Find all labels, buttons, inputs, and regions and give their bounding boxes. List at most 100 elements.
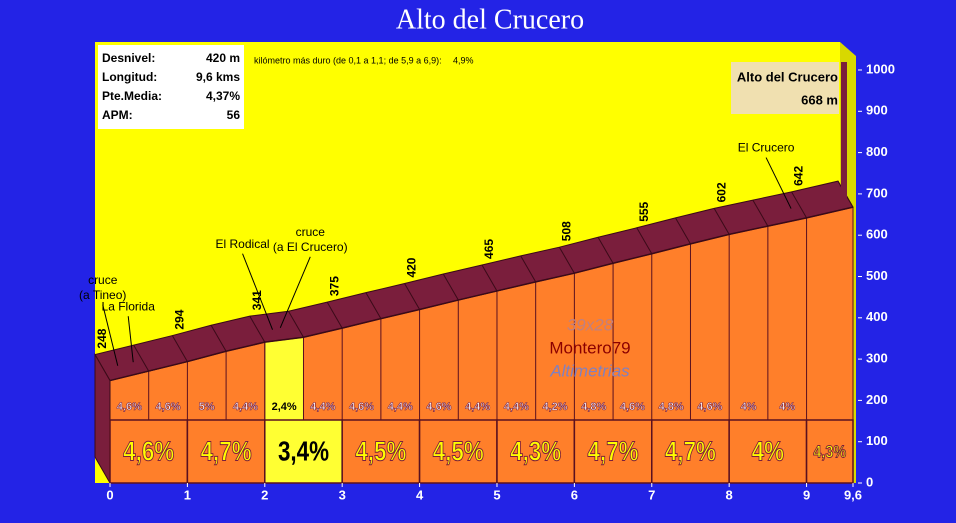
note-value: 4,9% (453, 55, 474, 65)
km-box (728, 419, 808, 484)
stats-value: 9,6 kms (196, 70, 240, 84)
km-gradient-label: 3,4% (278, 436, 329, 467)
summit-box (731, 62, 839, 114)
note: kilómetro más duro (de 0,1 a 1,1; de 5,9… (254, 55, 442, 65)
y-tick-label: 900 (866, 103, 888, 118)
gradient-label: 5% (199, 401, 215, 413)
km-gradient-label: 4,3% (510, 436, 561, 467)
ridge (791, 191, 807, 219)
stats-label: Pte.Media: (102, 89, 162, 103)
km-gradient-label: 4,6% (123, 436, 174, 467)
x-tick-label: 0 (106, 487, 113, 502)
summit-altitude: 668 m (801, 92, 838, 107)
altitude-label: 555 (637, 201, 651, 221)
gradient-label: 4,6% (620, 401, 645, 413)
ridge (288, 310, 304, 338)
altitude-label: 602 (714, 182, 728, 202)
watermark: Montero79 (549, 338, 630, 357)
ridge (249, 315, 266, 343)
altitude-label: 375 (327, 276, 341, 296)
x-tick-label: 9,6 (844, 487, 862, 502)
y-tick-label: 700 (866, 185, 888, 200)
x-tick-label: 1 (184, 487, 191, 502)
y-tick-label: 800 (866, 144, 888, 159)
km-gradient-label: 4,5% (355, 436, 406, 467)
y-tick-label: 600 (866, 227, 888, 242)
y-tick-label: 400 (866, 309, 888, 324)
place-label: cruce (296, 225, 326, 239)
gradient-label: 4,6% (697, 401, 722, 413)
km-box (186, 419, 266, 484)
gradient-label: 4,6% (156, 401, 181, 413)
gradient-label: 2,4% (272, 401, 297, 413)
altitude-label: 642 (792, 166, 806, 186)
ridge (636, 227, 653, 255)
stats-value: 4,37% (206, 89, 240, 103)
place-label: El Crucero (738, 141, 795, 155)
y-tick-label: 500 (866, 268, 888, 283)
gradient-label: 4,6% (426, 401, 451, 413)
stats-label: Longitud: (102, 70, 157, 84)
altitude-label: 248 (95, 328, 109, 348)
ridge (171, 335, 188, 362)
x-tick-label: 5 (493, 487, 500, 502)
gradient-label: 4,4% (465, 401, 490, 413)
leader-line (242, 253, 273, 330)
ridge (481, 264, 498, 292)
ridge (210, 325, 227, 352)
ridge (326, 301, 343, 329)
ridge (442, 273, 459, 301)
y-tick-label: 200 (866, 392, 888, 407)
chart-title: Alto del Crucero (396, 4, 584, 35)
y-tick-label: 100 (866, 433, 888, 448)
ridge (404, 283, 421, 310)
y-tick-label: 1000 (866, 61, 895, 76)
leader-line (279, 256, 311, 329)
km-box (805, 419, 854, 484)
x-tick-label: 7 (648, 487, 655, 502)
gradient-label: 4,8% (581, 401, 606, 413)
km-gradient-label: 4,7% (588, 436, 639, 467)
x-tick-label: 9 (803, 487, 810, 502)
gradient-label: 4,4% (504, 401, 529, 413)
ridge (520, 255, 537, 283)
km-gradient-label: 4,3% (813, 442, 846, 462)
km-gradient-label: 4,5% (433, 436, 484, 467)
stats-label: Desnivel: (102, 51, 155, 65)
gradient-label: 4,4% (233, 401, 258, 413)
altitude-label: 420 (405, 257, 419, 277)
gradient-label: 4,4% (310, 401, 335, 413)
place-label: La Florida (102, 299, 156, 313)
leader-line (102, 304, 119, 366)
x-tick-label: 4 (416, 487, 424, 502)
altitude-label: 294 (173, 309, 187, 329)
ridge (597, 237, 614, 264)
leader-line (127, 316, 134, 363)
altitude-label: 508 (560, 221, 574, 241)
ridge (133, 344, 150, 372)
km-box (573, 419, 653, 484)
x-tick-label: 8 (726, 487, 733, 502)
summit-pole (841, 62, 847, 200)
km-gradient-label: 4% (752, 436, 784, 467)
altitude-label: 465 (482, 239, 496, 259)
km-box (109, 419, 189, 484)
ridge (675, 217, 691, 245)
watermark: Altimetrias (549, 361, 630, 380)
stats-label: APM: (102, 108, 133, 122)
altitude-label: 341 (250, 290, 264, 310)
gradient-label: 4,6% (349, 401, 374, 413)
y-tick-label: 0 (866, 474, 873, 489)
stats-value: 56 (227, 108, 241, 122)
gradient-label: 4,6% (117, 401, 142, 413)
summit-name: Alto del Crucero (737, 69, 838, 84)
leader-line (765, 157, 792, 209)
stats-box (98, 45, 244, 129)
stats-value: 420 m (206, 51, 240, 65)
ridge (752, 199, 769, 227)
km-box (651, 419, 730, 484)
place-label: cruce (88, 273, 118, 287)
km-box (341, 419, 421, 484)
ridge (713, 208, 730, 235)
